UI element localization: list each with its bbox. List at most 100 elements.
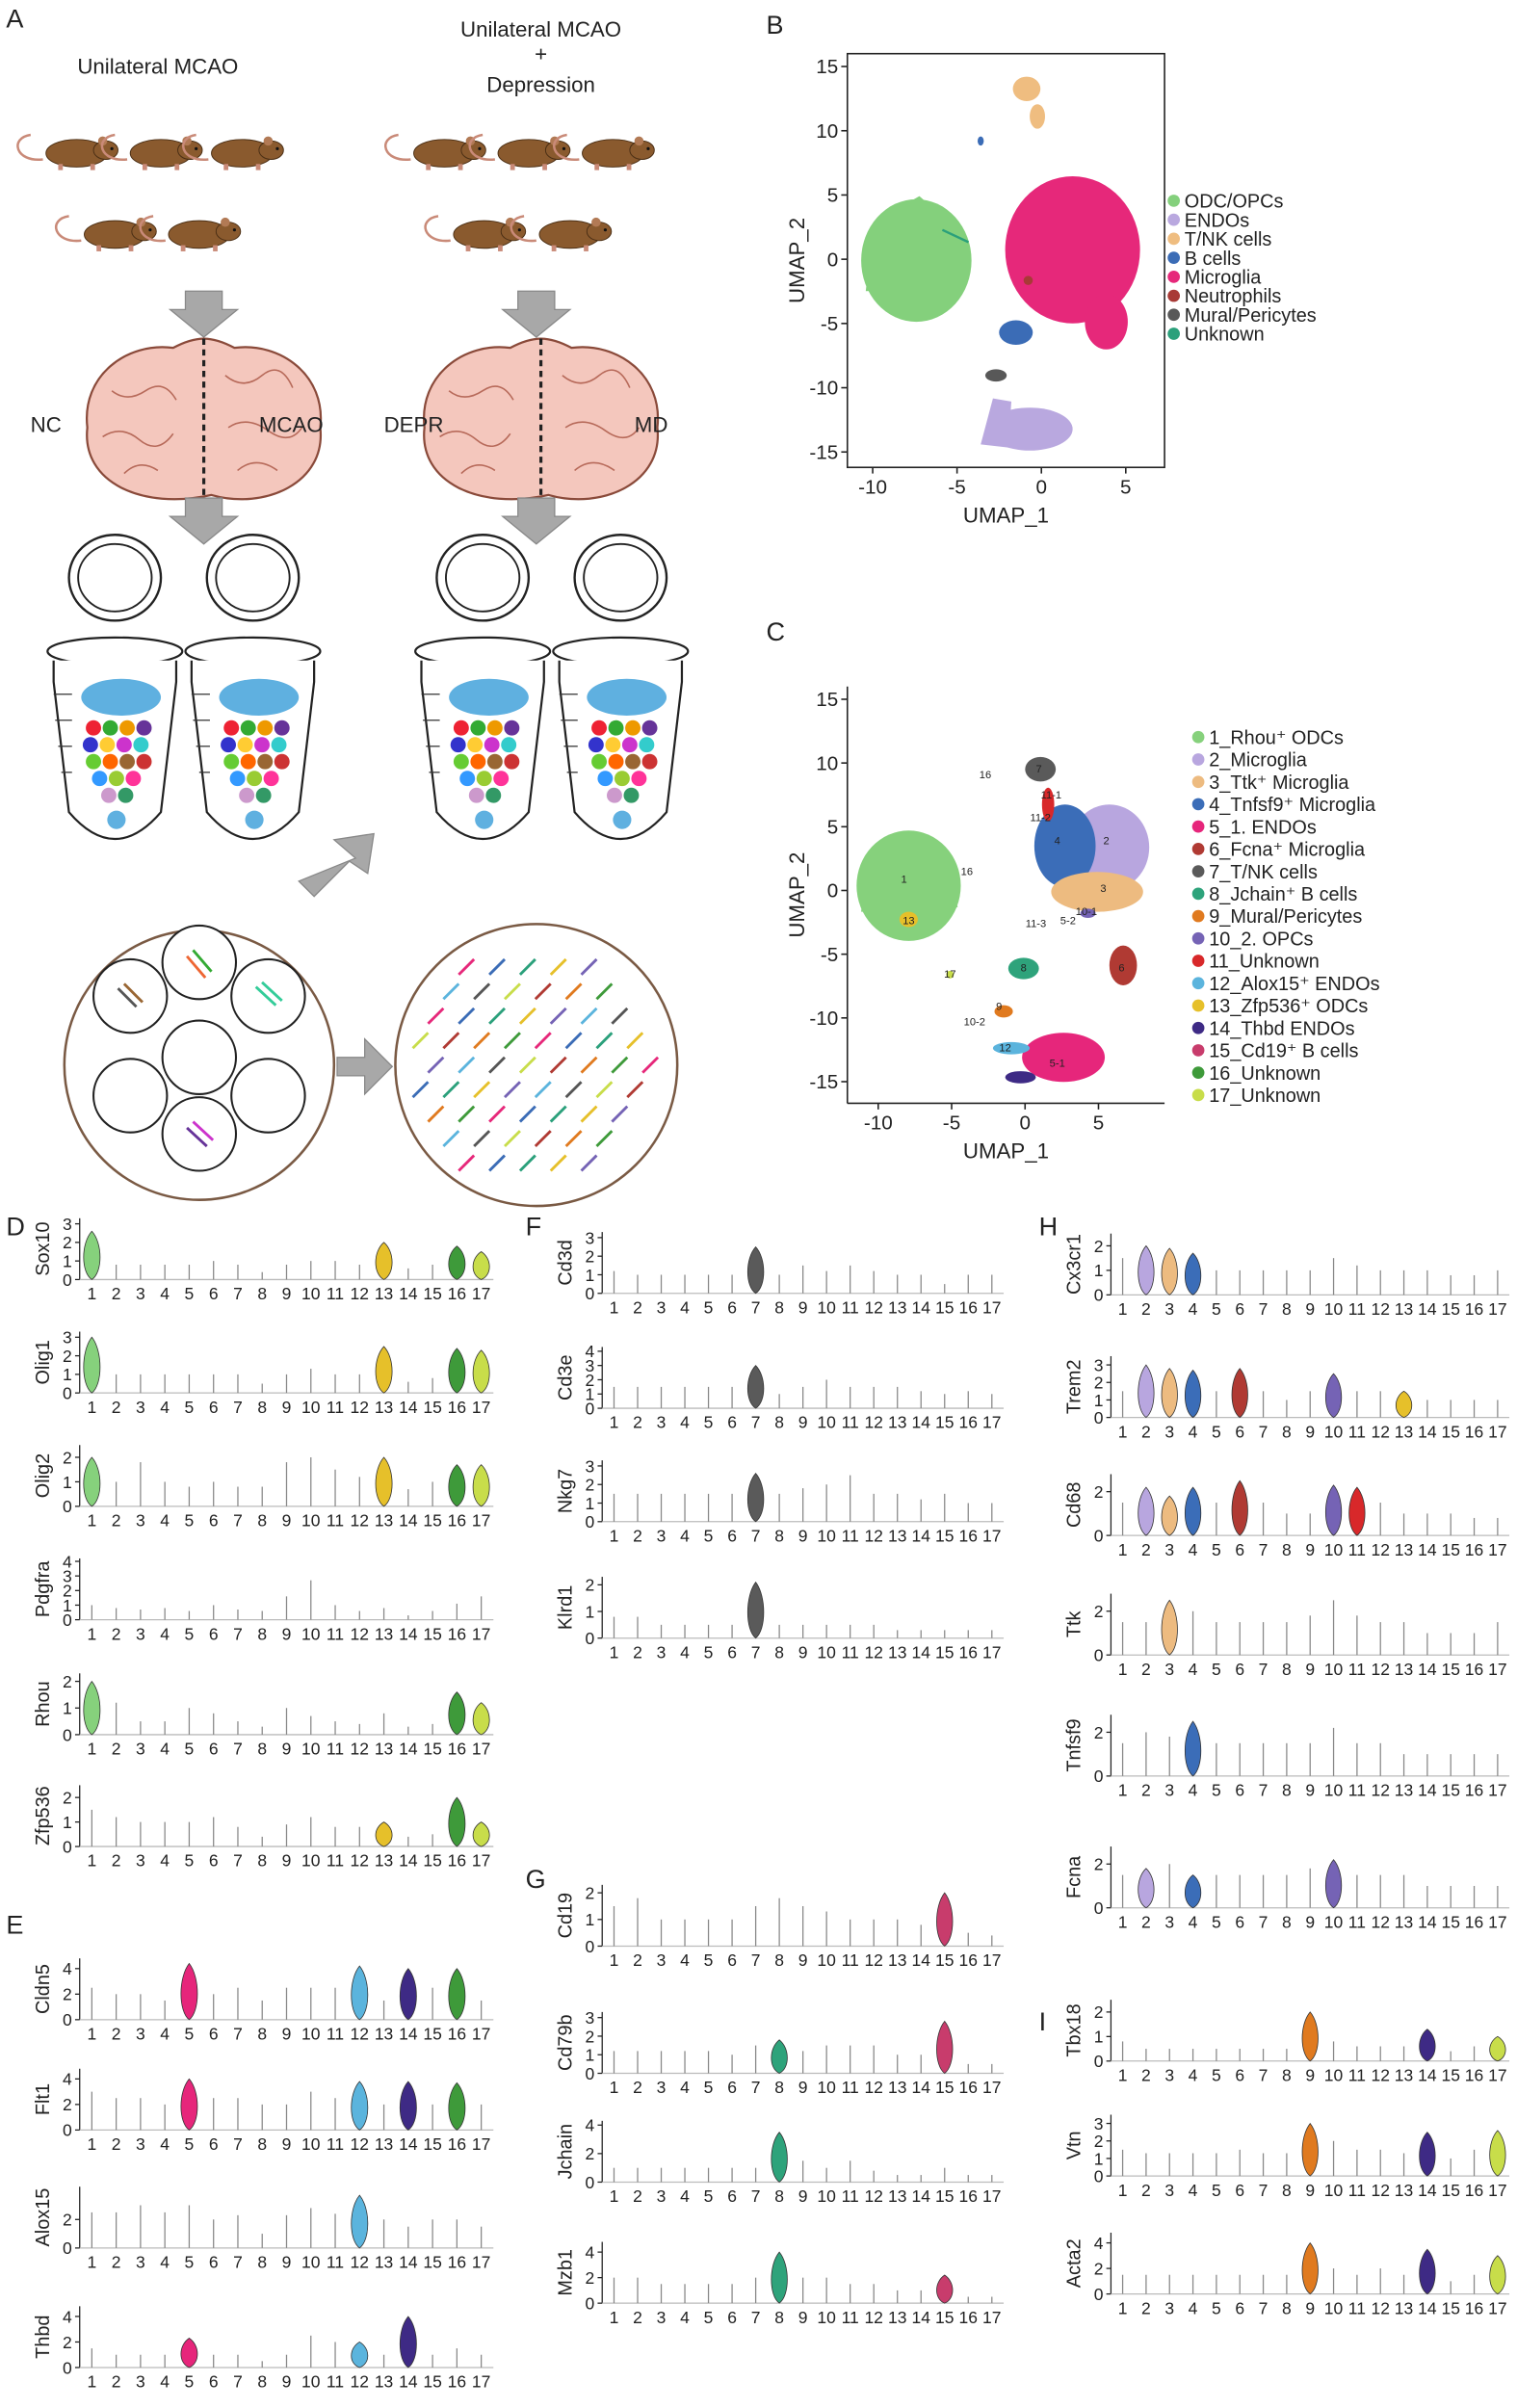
x-tick-label: 5: [185, 2134, 195, 2154]
x-tick-label: 15: [1441, 2181, 1459, 2200]
x-tick-label: 7: [1259, 1299, 1269, 1319]
tube: [413, 534, 552, 841]
violin: [375, 1242, 393, 1280]
x-tick-label: 9: [1305, 1781, 1315, 1800]
x-tick-label: 13: [375, 2372, 393, 2392]
x-tick-label: 8: [774, 1950, 784, 1970]
violin: [746, 1365, 765, 1409]
x-tick-label: 10: [817, 2078, 836, 2097]
x-tick-label: 9: [1305, 2065, 1315, 2084]
x-tick-label: 11: [1348, 1540, 1366, 1559]
brain-label: DEPR: [384, 413, 444, 437]
x-tick-label: 10: [301, 1284, 321, 1303]
x-tick-label: 1: [1118, 1781, 1128, 1800]
y-tick-label: 2: [63, 1448, 72, 1467]
x-tick-label: 12: [1371, 1299, 1389, 1319]
x-tick-label: 4: [160, 2253, 170, 2272]
x-tick-label: 4: [1189, 1540, 1198, 1559]
legend-marker: [1167, 327, 1180, 340]
x-tick-label: 5: [704, 1642, 714, 1662]
x-tick-label: 11: [1348, 2181, 1366, 2200]
x-tick-label: 16: [1465, 1299, 1483, 1319]
x-tick-label: 17: [1488, 1912, 1506, 1931]
x-tick-label: 16: [448, 1624, 466, 1643]
x-tick-label: 3: [136, 1284, 145, 1303]
x-tick-label: 11: [842, 1297, 859, 1317]
y-tick-label: 15: [816, 56, 838, 78]
gene-label: Mzb1: [555, 2249, 576, 2296]
x-tick-label: 14: [911, 2186, 930, 2206]
x-tick-label: 7: [1259, 2065, 1269, 2084]
x-tick-label: 4: [680, 2078, 690, 2097]
x-tick-label: 10: [301, 2025, 321, 2044]
x-tick-label: 15: [935, 1526, 954, 1545]
x-tick-label: 13: [1395, 1299, 1413, 1319]
y-tick-label: 3: [63, 1215, 72, 1234]
x-tick-label: 14: [1418, 1660, 1437, 1679]
gene-label: Fcna: [1064, 1855, 1085, 1898]
y-tick-label: 0: [1094, 1408, 1104, 1427]
x-tick-label: 16: [448, 2025, 466, 2044]
y-tick-label: 2: [586, 1371, 595, 1390]
y-tick-label: 0: [1094, 1286, 1104, 1305]
y-tick-label: 2: [586, 2268, 595, 2288]
x-tick-label: 13: [888, 1950, 906, 1970]
x-tick-label: 13: [375, 1284, 393, 1303]
y-tick-label: 0: [63, 1837, 72, 1856]
x-tick-label: 3: [1164, 2298, 1174, 2317]
group-title: Unilateral MCAO: [77, 54, 238, 78]
x-tick-label: 12: [1371, 1540, 1389, 1559]
y-tick-label: 2: [586, 2144, 595, 2163]
x-tick-label: 13: [888, 1297, 906, 1317]
x-tick-label: 12: [1371, 2298, 1389, 2317]
x-tick-label: 17: [472, 1398, 490, 1417]
x-tick-label: 2: [633, 2186, 642, 2206]
x-tick-label: 7: [233, 1624, 243, 1643]
x-tick-label: 9: [798, 1413, 808, 1432]
x-tick-label: 15: [423, 1398, 441, 1417]
cluster-label: 16: [961, 866, 973, 877]
y-tick-label: 4: [63, 2307, 72, 2326]
y-tick-label: 0: [1094, 1898, 1104, 1918]
legend-label: 12_Alox15⁺ ENDOs: [1209, 974, 1379, 995]
x-tick-label: 10: [301, 2372, 321, 2392]
x-tick-label: 16: [448, 2253, 466, 2272]
arrow: [169, 497, 239, 545]
x-tick-label: 9: [798, 1526, 808, 1545]
x-tick-label: 14: [399, 1624, 418, 1643]
cluster-label: 5-1: [1050, 1058, 1065, 1069]
x-tick-label: 8: [1282, 1422, 1292, 1441]
x-tick-label: 17: [982, 1526, 1001, 1545]
tube: [46, 534, 184, 841]
x-tick-label: 8: [1282, 1912, 1292, 1931]
x-tick-label: 10: [301, 1740, 321, 1759]
cluster-label: 1: [902, 874, 907, 885]
x-tick-label: 17: [472, 2372, 490, 2392]
x-tick-label: 16: [1465, 1660, 1483, 1679]
x-tick-label: 7: [751, 2308, 761, 2327]
x-tick-label: 14: [911, 2308, 930, 2327]
x-tick-label: 7: [233, 2253, 243, 2272]
x-tick-label: 1: [610, 2308, 619, 2327]
x-tick-label: 7: [233, 1511, 243, 1531]
x-tick-label: 12: [1371, 1912, 1389, 1931]
x-tick-label: 10: [1324, 1540, 1344, 1559]
legend-label: Unknown: [1185, 325, 1265, 346]
x-tick-label: 8: [774, 1413, 784, 1432]
x-tick-label: 5: [185, 1851, 195, 1871]
gene-label: Tbx18: [1064, 2003, 1085, 2056]
y-tick-label: 1: [1094, 1261, 1104, 1280]
x-tick-label: 5: [185, 2253, 195, 2272]
x-tick-label: 6: [209, 1740, 219, 1759]
y-tick-label: 10: [816, 752, 838, 774]
y-tick-label: 4: [1094, 2234, 1104, 2253]
x-tick-label: 2: [112, 2134, 121, 2154]
violin: [448, 1796, 466, 1847]
y-tick-label: 2: [1094, 1602, 1104, 1621]
x-tick-label: 3: [657, 2186, 667, 2206]
x-tick-label: 4: [160, 1851, 170, 1871]
y-tick-label: 0: [63, 2238, 72, 2258]
x-tick-label: 3: [1164, 1422, 1174, 1441]
x-tick-label: 13: [888, 2308, 906, 2327]
